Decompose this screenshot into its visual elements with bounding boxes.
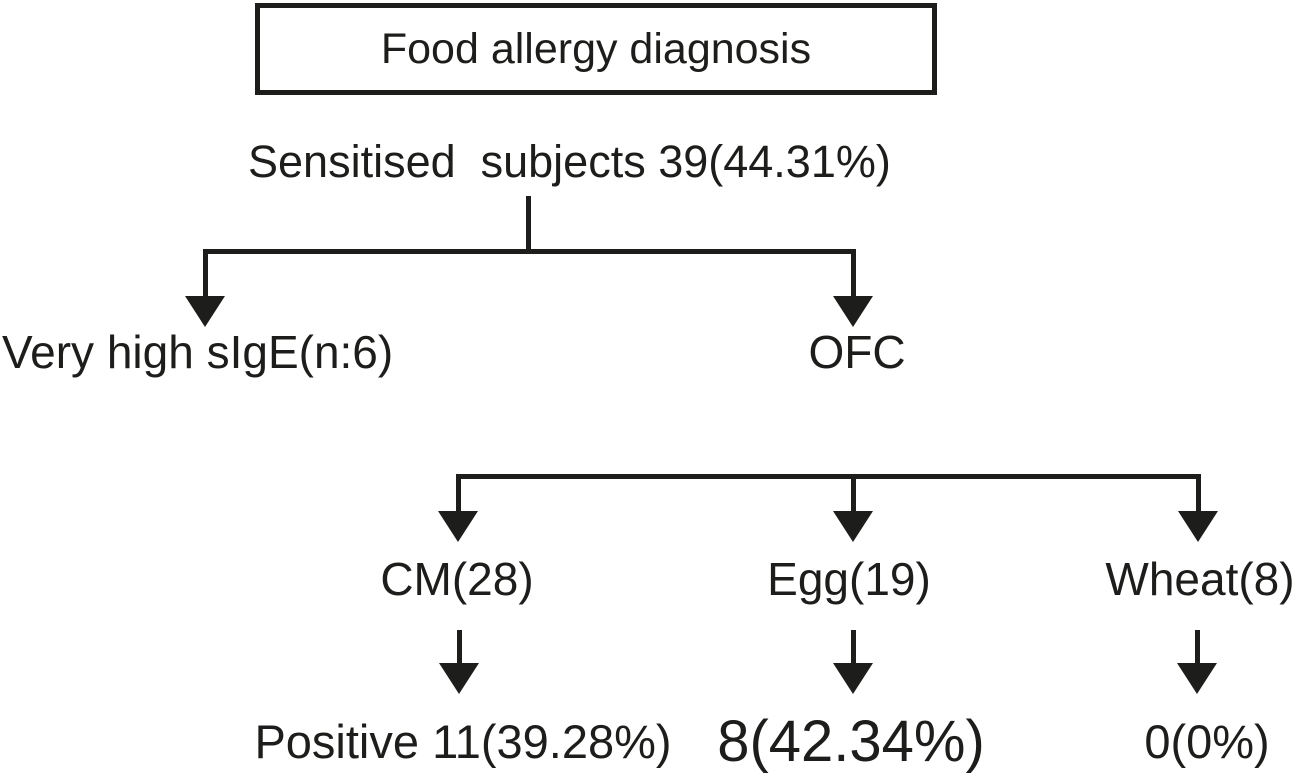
root-node-label: Sensitised subjects 39(44.31%) (248, 136, 891, 187)
arrow-down-icon (1178, 511, 1218, 542)
connector-outcome-cm-stem (457, 630, 462, 668)
connector-tier2-right-drop (1196, 474, 1201, 516)
connector-outcome-egg-stem (851, 630, 856, 668)
outcome-egg: 8(42.34%) (717, 709, 985, 774)
connector-root-stem (526, 196, 531, 253)
node-very-high-sige: Very high sIgE(n:6) (2, 326, 394, 378)
connector-tier1-horizontal (203, 249, 856, 254)
title-box: Food allergy diagnosis (255, 3, 937, 95)
arrow-down-icon (833, 663, 873, 694)
outcome-cm: Positive 11(39.28%) (254, 715, 672, 768)
title-box-label: Food allergy diagnosis (380, 24, 812, 73)
arrow-down-icon (438, 511, 478, 542)
arrow-down-icon (833, 296, 873, 327)
connector-tier2-middle-drop (851, 474, 856, 516)
connector-tier2-left-drop (456, 474, 461, 516)
arrow-down-icon (1177, 663, 1217, 694)
connector-tier2-horizontal (456, 474, 1201, 479)
outcome-wheat: 0(0%) (1144, 715, 1270, 768)
arrow-down-icon (439, 663, 479, 694)
arrow-down-icon (833, 511, 873, 542)
connector-tier1-right-drop (851, 249, 856, 299)
node-egg: Egg(19) (767, 553, 931, 605)
connector-tier1-left-drop (203, 249, 208, 299)
node-wheat: Wheat(8) (1105, 553, 1295, 605)
node-cm: CM(28) (380, 553, 534, 605)
connector-outcome-wheat-stem (1195, 630, 1200, 668)
arrow-down-icon (185, 296, 225, 327)
node-ofc: OFC (808, 326, 906, 378)
